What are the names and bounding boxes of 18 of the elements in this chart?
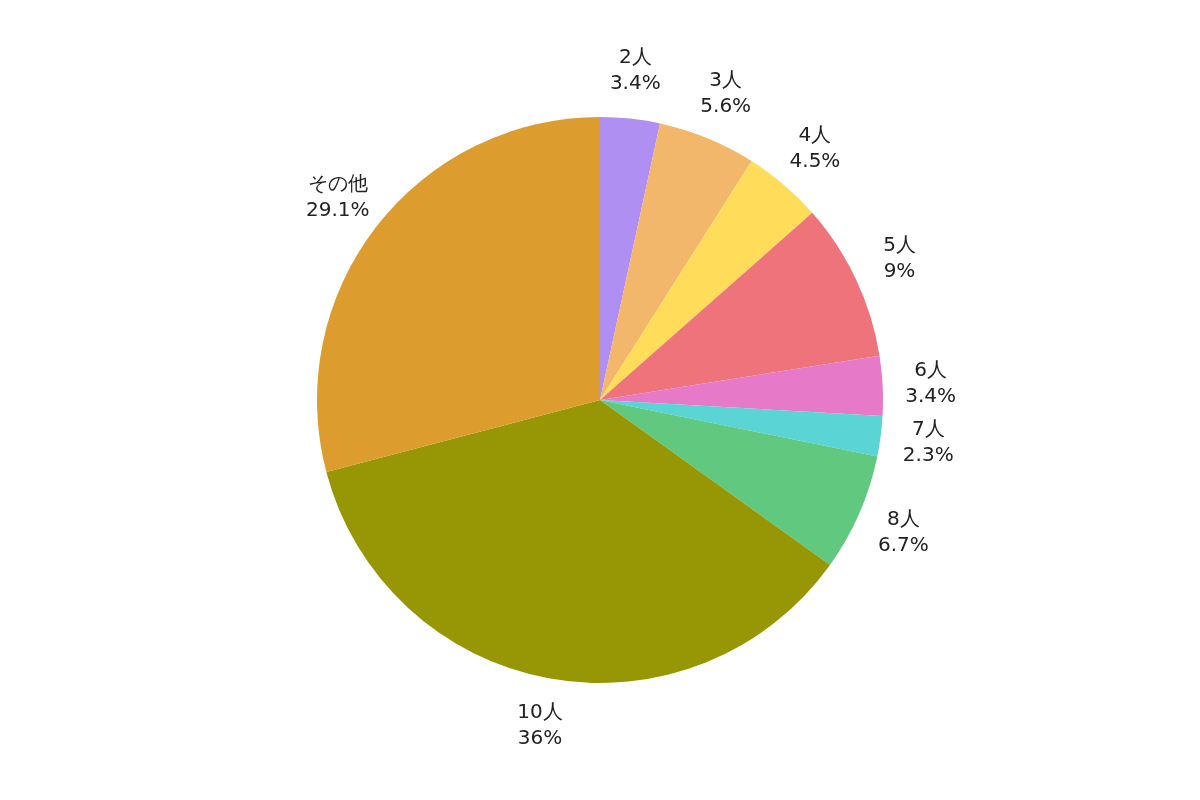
data-label: 4.5% [789,147,841,172]
data-label: 36% [517,724,563,749]
slice-label: 3人 [709,67,743,91]
data-label: 3.4% [905,382,956,407]
slice-label: その他 [307,171,368,196]
slice-label: 6人 [914,356,947,381]
data-label: 6.7% [877,531,929,556]
slice-label: 10人 [517,698,563,723]
slice-label: 4人 [798,121,832,146]
slice-label: 8人 [887,505,920,530]
data-label: 5.6% [700,93,752,117]
slice-label: 5人 [883,232,916,257]
data-label: 29.1% [306,197,370,222]
data-label: 2.3% [902,441,954,466]
data-label: 3.4% [609,70,661,95]
slice-label: 7人 [911,415,945,440]
data-label: 9% [883,258,916,283]
slice-label: 2人 [618,44,652,69]
